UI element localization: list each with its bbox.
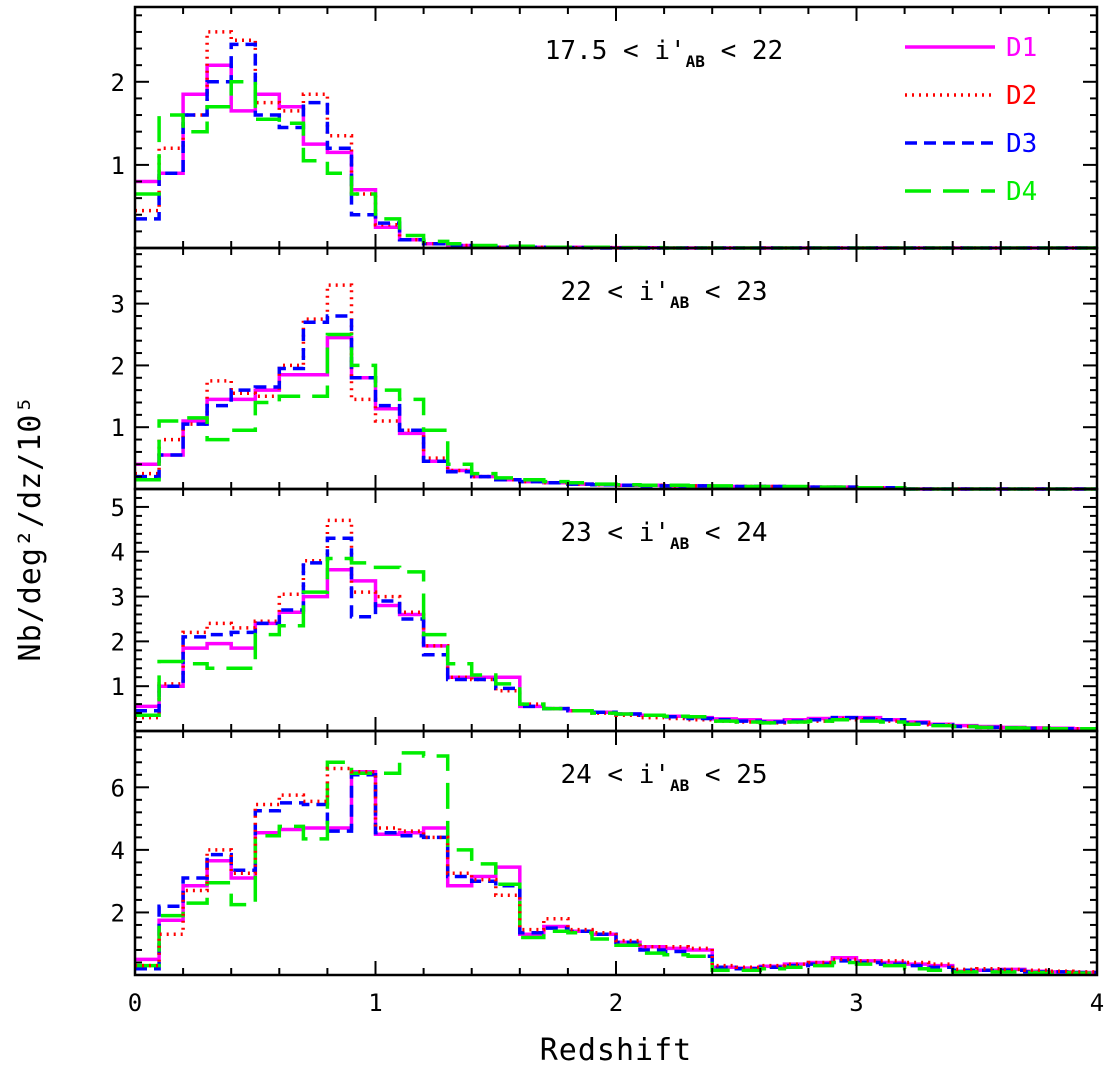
panel-range-label: 17.5 < i'AB < 22 [545, 36, 783, 71]
series-d4-line [135, 751, 1097, 975]
panel-4: 2 4 6 24 < i'AB < 25 [111, 729, 1099, 977]
series-d4-line [135, 556, 1097, 731]
y-tick-label: 6 [111, 774, 125, 802]
y-tick-label: 2 [111, 628, 125, 656]
y-tick-label: 2 [111, 69, 125, 97]
y-tick-label: 3 [111, 291, 125, 319]
series-d1-line [135, 63, 1097, 250]
x-tick-label: 1 [368, 989, 382, 1017]
y-tick-label: 4 [111, 837, 125, 865]
panels: 1 2 17.5 < i'AB < 22 1 2 3 22 < i'AB < 23 1 2 3 4 5… [111, 5, 1104, 1017]
panel-range-label: 23 < i'AB < 24 [560, 518, 767, 553]
series-d4-line [135, 332, 1097, 491]
y-axis-title: Nb/deg²/dz/10⁵ [13, 395, 48, 662]
legend-label-d3: D3 [1006, 129, 1037, 159]
series-d2-line [135, 766, 1097, 974]
y-tick-label: 2 [111, 899, 125, 927]
series-d3-line [135, 773, 1097, 975]
y-tick-label: 3 [111, 584, 125, 612]
series-d3-line [135, 314, 1097, 491]
panel-3: 1 2 3 4 5 23 < i'AB < 24 [111, 487, 1099, 733]
x-axis-title: Redshift [540, 1033, 693, 1068]
y-tick-label: 1 [111, 152, 125, 180]
legend-label-d1: D1 [1006, 33, 1037, 63]
y-tick-label: 5 [111, 494, 125, 522]
x-tick-label: 4 [1090, 989, 1104, 1017]
panel-range-label: 22 < i'AB < 23 [560, 277, 767, 312]
y-tick-label: 4 [111, 539, 125, 567]
legend-label-d4: D4 [1006, 177, 1037, 207]
series-d1-line [135, 335, 1097, 491]
panel-1: 1 2 17.5 < i'AB < 22 [111, 5, 1099, 250]
legend: D1 D2 D3 D4 [905, 33, 1037, 207]
series-d3-line [135, 42, 1097, 250]
y-tick-label: 1 [111, 673, 125, 701]
series-d1-line [135, 567, 1097, 731]
x-tick-label: 0 [128, 989, 142, 1017]
y-tick-label: 2 [111, 352, 125, 380]
x-tick-label: 3 [849, 989, 863, 1017]
panel-range-label: 24 < i'AB < 25 [560, 760, 767, 795]
y-tick-label: 1 [111, 414, 125, 442]
x-tick-label: 2 [609, 989, 623, 1017]
series-d2-line [135, 518, 1097, 731]
panel-2: 1 2 3 22 < i'AB < 23 [111, 246, 1099, 491]
legend-label-d2: D2 [1006, 81, 1037, 111]
